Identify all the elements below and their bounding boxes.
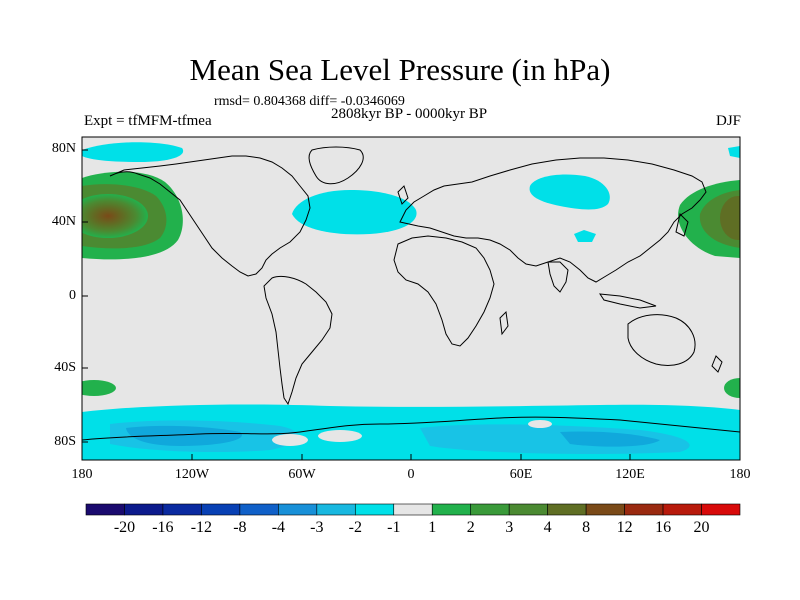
colorbar: [85, 503, 741, 516]
colorbar-swatch: [393, 503, 433, 516]
colorbar-swatch: [662, 503, 702, 516]
coastlines: [82, 146, 740, 441]
colorbar-swatch: [470, 503, 510, 516]
anomaly-north-pacific-left-core: [82, 194, 148, 238]
colorbar-label: 8: [582, 519, 591, 536]
neutral-patch-antarctic-1: [272, 434, 308, 446]
lon-label: 120E: [615, 467, 645, 482]
coast-eurasia: [399, 157, 707, 283]
colorbar-label: -1: [387, 519, 401, 536]
colorbar-swatch: [124, 503, 164, 516]
anomaly-southern-ocean-deeper-2: [420, 424, 690, 454]
colorbar-swatch: [508, 503, 548, 516]
colorbar-label: 1: [428, 519, 437, 536]
colorbar-label: -3: [310, 519, 324, 536]
colorbar-swatch: [162, 503, 202, 516]
lat-label: 80S: [54, 434, 76, 449]
anomaly-south-pacific-left: [82, 380, 116, 396]
anomaly-south-pacific-right: [724, 378, 740, 398]
coast-india: [547, 261, 569, 293]
colorbar-swatch: [316, 503, 356, 516]
anomaly-siberia: [529, 174, 610, 210]
coast-antarctica: [82, 416, 740, 441]
colorbar-label: -8: [233, 519, 247, 536]
coast-new-zealand: [711, 355, 723, 373]
colorbar-label: 3: [505, 519, 514, 536]
axis-ticks: [81, 149, 741, 460]
anomaly-north-atlantic: [292, 190, 417, 235]
lat-label: 80N: [51, 141, 76, 156]
colorbar-swatch: [278, 503, 318, 516]
colorbar-label: -2: [348, 519, 362, 536]
coast-greenland: [308, 146, 364, 185]
anomaly-southern-ocean-core-2: [560, 431, 660, 447]
anomaly-tibet: [574, 230, 596, 242]
lat-label: 40S: [54, 360, 76, 375]
colorbar-swatch: [701, 503, 741, 516]
colorbar-label: 20: [693, 519, 710, 536]
coast-indonesia: [598, 293, 657, 309]
lat-label: 0: [69, 288, 76, 303]
coast-british-isles: [397, 185, 409, 205]
colorbar-swatch: [354, 503, 395, 516]
colorbar-label: -12: [190, 519, 213, 536]
neutral-patch-antarctic-2: [318, 430, 362, 442]
lon-label: 180: [71, 467, 93, 482]
experiment-label: Expt = tfMFM-tfmea: [84, 113, 212, 129]
lon-label: 0: [407, 467, 415, 482]
coast-australia: [627, 314, 696, 366]
colorbar-swatch: [85, 503, 125, 516]
colorbar-label: 16: [655, 519, 672, 536]
colorbar-swatch: [585, 503, 625, 516]
coast-japan: [675, 213, 689, 237]
colorbar-label: 2: [466, 519, 475, 536]
coast-madagascar: [499, 310, 509, 336]
anomaly-arctic: [82, 142, 184, 162]
colorbar-swatch: [431, 503, 472, 516]
season-label: DJF: [715, 113, 741, 129]
coast-north-america: [109, 155, 311, 277]
lon-label: 60E: [509, 467, 533, 482]
colorbar-swatch: [547, 503, 587, 516]
anomaly-southern-ocean-core: [126, 425, 242, 446]
anomaly-north-pacific-right-core: [720, 196, 740, 240]
lon-label: 180: [729, 467, 751, 482]
colorbar-label: 4: [543, 519, 552, 536]
stats-text: rmsd= 0.804368 diff= -0.0346069: [214, 94, 405, 109]
lat-label: 40N: [51, 214, 76, 229]
coast-south-america: [263, 275, 333, 406]
colorbar-label: 12: [616, 519, 633, 536]
period-text: 2808kyr BP - 0000kyr BP: [330, 106, 488, 122]
colorbar-swatch: [624, 503, 664, 516]
colorbar-label: -4: [271, 519, 286, 536]
coast-africa: [393, 235, 495, 347]
colorbar-label: -16: [152, 519, 174, 536]
colorbar-swatch: [239, 503, 279, 516]
anomaly-arctic-right: [728, 146, 740, 158]
lon-label: 120W: [174, 467, 210, 482]
neutral-patch-antarctic-3: [528, 420, 552, 428]
lon-label: 60W: [288, 467, 316, 482]
map-title: Mean Sea Level Pressure (in hPa): [189, 52, 611, 87]
colorbar-label: -20: [113, 519, 136, 536]
colorbar-swatch: [201, 503, 241, 516]
